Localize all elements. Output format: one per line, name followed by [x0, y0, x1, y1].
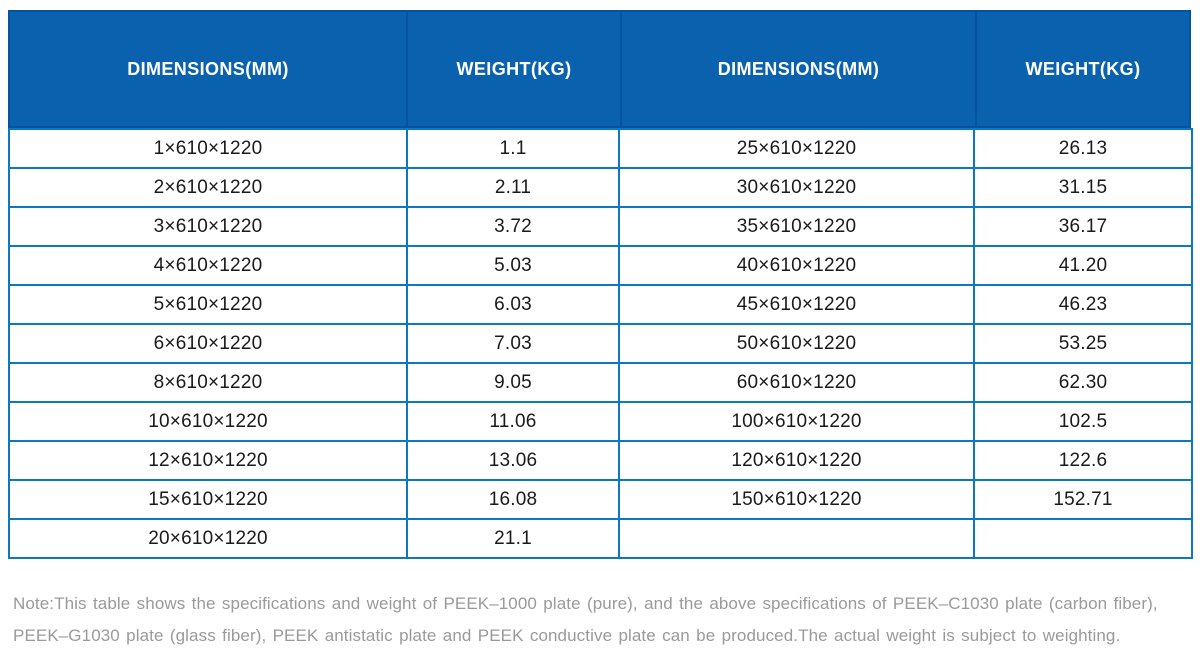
table-row: 2×610×1220 2.11 30×610×1220 31.15	[8, 167, 1193, 208]
table-cell	[973, 518, 1193, 559]
table-row: 4×610×1220 5.03 40×610×1220 41.20	[8, 245, 1193, 286]
table-cell: 46.23	[973, 284, 1193, 325]
header-dimensions-left: DIMENSIONS(MM)	[10, 12, 406, 126]
table-cell: 16.08	[406, 479, 620, 520]
table-cell: 6.03	[406, 284, 620, 325]
table-cell: 1.1	[406, 128, 620, 169]
table-cell: 9.05	[406, 362, 620, 403]
table-row: 12×610×1220 13.06 120×610×1220 122.6	[8, 440, 1193, 481]
table-row: 6×610×1220 7.03 50×610×1220 53.25	[8, 323, 1193, 364]
table-cell: 20×610×1220	[8, 518, 408, 559]
header-weight-left: WEIGHT(KG)	[408, 12, 620, 126]
table-cell: 26.13	[973, 128, 1193, 169]
table-cell: 40×610×1220	[618, 245, 975, 286]
table-row: 8×610×1220 9.05 60×610×1220 62.30	[8, 362, 1193, 403]
note-line-1: Note:This table shows the specifications…	[13, 594, 1158, 613]
table-cell: 62.30	[973, 362, 1193, 403]
table-cell: 120×610×1220	[618, 440, 975, 481]
table-cell: 15×610×1220	[8, 479, 408, 520]
table-cell: 102.5	[973, 401, 1193, 442]
table-cell: 5.03	[406, 245, 620, 286]
table-body: 1×610×1220 1.1 25×610×1220 26.13 2×610×1220 2…	[8, 128, 1193, 559]
table-cell: 150×610×1220	[618, 479, 975, 520]
table-cell: 21.1	[406, 518, 620, 559]
note-text: Note:This table shows the specifications…	[13, 588, 1173, 648]
spec-table: 1×610×1220 1.1 25×610×1220 26.13 2×610×1220 2…	[8, 128, 1193, 559]
table-cell: 100×610×1220	[618, 401, 975, 442]
table-cell	[618, 518, 975, 559]
table-cell: 36.17	[973, 206, 1193, 247]
table-cell: 122.6	[973, 440, 1193, 481]
table-cell: 31.15	[973, 167, 1193, 208]
table-cell: 3.72	[406, 206, 620, 247]
table-cell: 25×610×1220	[618, 128, 975, 169]
table-cell: 7.03	[406, 323, 620, 364]
table-cell: 3×610×1220	[8, 206, 408, 247]
table-cell: 8×610×1220	[8, 362, 408, 403]
table-cell: 6×610×1220	[8, 323, 408, 364]
table-cell: 45×610×1220	[618, 284, 975, 325]
table-cell: 30×610×1220	[618, 167, 975, 208]
table-cell: 1×610×1220	[8, 128, 408, 169]
table-cell: 12×610×1220	[8, 440, 408, 481]
table-cell: 10×610×1220	[8, 401, 408, 442]
table-cell: 35×610×1220	[618, 206, 975, 247]
table-cell: 11.06	[406, 401, 620, 442]
table-row: 15×610×1220 16.08 150×610×1220 152.71	[8, 479, 1193, 520]
table-cell: 41.20	[973, 245, 1193, 286]
table-header: DIMENSIONS(MM) WEIGHT(KG) DIMENSIONS(MM)…	[8, 10, 1191, 128]
table-cell: 13.06	[406, 440, 620, 481]
table-cell: 152.71	[973, 479, 1193, 520]
table-cell: 53.25	[973, 323, 1193, 364]
table-cell: 4×610×1220	[8, 245, 408, 286]
table-cell: 2.11	[406, 167, 620, 208]
table-row: 1×610×1220 1.1 25×610×1220 26.13	[8, 128, 1193, 169]
header-dimensions-right: DIMENSIONS(MM)	[622, 12, 975, 126]
table-cell: 50×610×1220	[618, 323, 975, 364]
table-row: 5×610×1220 6.03 45×610×1220 46.23	[8, 284, 1193, 325]
table-cell: 2×610×1220	[8, 167, 408, 208]
spec-table-container: DIMENSIONS(MM) WEIGHT(KG) DIMENSIONS(MM)…	[8, 10, 1193, 559]
header-weight-right: WEIGHT(KG)	[977, 12, 1189, 126]
table-row: 20×610×1220 21.1	[8, 518, 1193, 559]
table-cell: 5×610×1220	[8, 284, 408, 325]
table-row: 3×610×1220 3.72 35×610×1220 36.17	[8, 206, 1193, 247]
note-line-2: PEEK–G1030 plate (glass fiber), PEEK ant…	[13, 626, 1121, 645]
table-row: 10×610×1220 11.06 100×610×1220 102.5	[8, 401, 1193, 442]
table-cell: 60×610×1220	[618, 362, 975, 403]
